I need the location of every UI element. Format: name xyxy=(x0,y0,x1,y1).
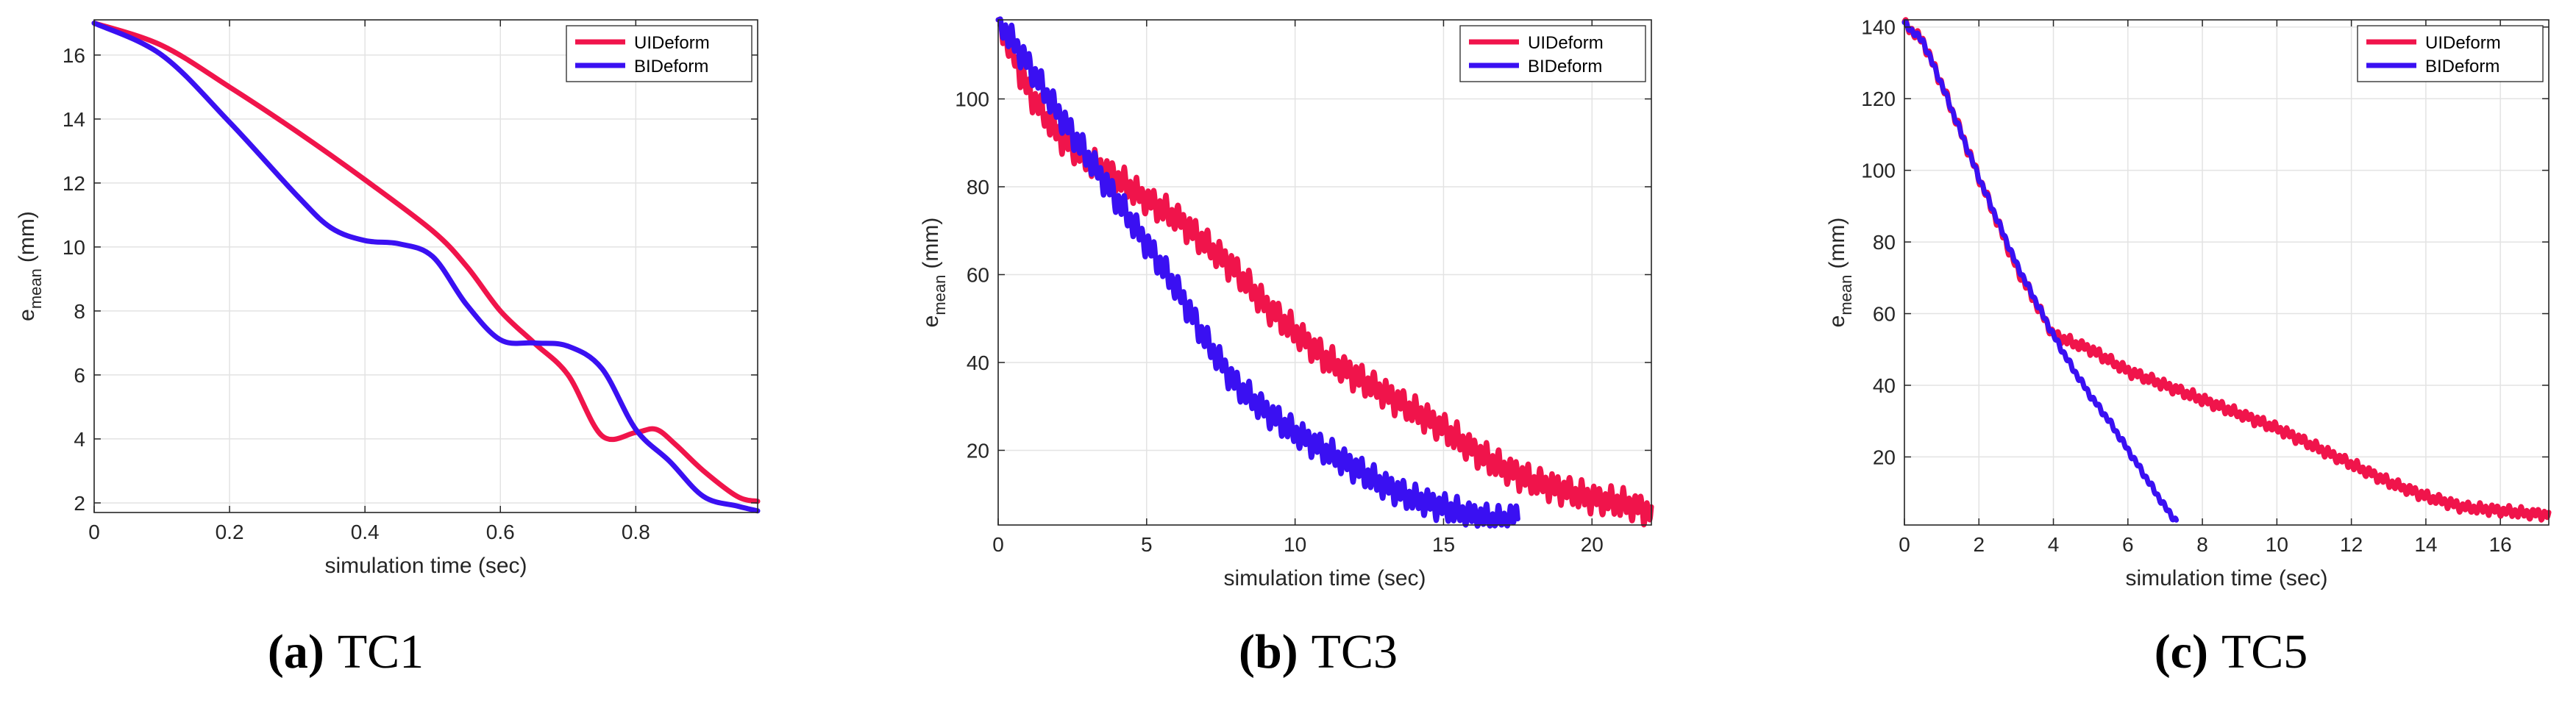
panel-caption: (c) TC5 xyxy=(2155,625,2308,679)
x-tick-label: 10 xyxy=(1284,533,1306,556)
y-tick-label: 16 xyxy=(63,44,85,67)
x-tick-label: 0.6 xyxy=(486,521,515,543)
x-tick-label: 14 xyxy=(2414,533,2437,556)
x-tick-label: 16 xyxy=(2489,533,2512,556)
y-axis-label-main: e xyxy=(1825,315,1849,328)
x-tick-label: 15 xyxy=(1432,533,1455,556)
series-line-bideform xyxy=(1901,18,2180,523)
caption-name: TC3 xyxy=(1312,625,1398,679)
caption-tag: (c) xyxy=(2155,625,2208,679)
axes-box xyxy=(997,19,1652,526)
y-tick-label: 100 xyxy=(1861,160,1896,182)
series-line-bideform xyxy=(91,20,761,514)
x-tick-label: 0 xyxy=(1899,533,1910,556)
y-axis-label-unit: (mm) xyxy=(15,211,39,262)
y-tick-label: 8 xyxy=(74,300,85,323)
x-tick-label: 0.4 xyxy=(351,521,380,543)
y-tick-label: 80 xyxy=(1873,231,1896,254)
y-tick-label: 4 xyxy=(74,428,85,451)
x-axis-label: simulation time (sec) xyxy=(2125,566,2327,590)
y-tick-label: 60 xyxy=(1873,303,1896,326)
legend-label-uideform: UIDeform xyxy=(634,33,710,53)
plot-tc3: 0 5 10 15 20 20 40 60 80 100 simulation time (sec)… xyxy=(919,16,1654,679)
y-axis-label-unit: (mm) xyxy=(1825,218,1849,269)
y-axis-label: emean (mm) xyxy=(15,211,45,321)
y-axis-label-main: e xyxy=(919,315,943,328)
x-tick-label: 4 xyxy=(2048,533,2060,556)
y-tick-label: 40 xyxy=(967,351,989,374)
x-tick-label: 0.2 xyxy=(216,521,244,543)
plot-tc5: 0 2 4 6 8 10 12 14 16 20 40 60 80 100 120 140 simulation… xyxy=(1825,16,2552,679)
caption-name: TC5 xyxy=(2221,625,2308,679)
y-axis-label-subscript: mean xyxy=(931,275,949,315)
y-axis-label-main: e xyxy=(15,309,39,321)
y-tick-label: 20 xyxy=(967,439,989,462)
y-axis-label-unit: (mm) xyxy=(919,218,943,269)
y-tick-label: 10 xyxy=(63,236,85,259)
y-tick-label: 140 xyxy=(1861,16,1896,39)
series-line-uideform xyxy=(995,16,1654,528)
panel-caption: (b) TC3 xyxy=(1239,625,1398,679)
caption-name: TC1 xyxy=(338,625,424,679)
y-tick-label: 120 xyxy=(1861,88,1896,110)
x-tick-label: 0.8 xyxy=(622,521,650,543)
legend: UIDeform BIDeform xyxy=(566,25,752,82)
y-axis-label: emean (mm) xyxy=(1825,218,1855,328)
legend: UIDeform BIDeform xyxy=(1459,25,1646,82)
y-axis-label-subscript: mean xyxy=(26,268,45,309)
x-axis-label: simulation time (sec) xyxy=(1223,566,1426,590)
legend-label-bideform: BIDeform xyxy=(2425,57,2499,76)
x-tick-label: 6 xyxy=(2122,533,2134,556)
y-tick-label: 6 xyxy=(74,364,85,387)
y-axis-label-subscript: mean xyxy=(1837,275,1855,315)
axes-box xyxy=(1904,19,2550,526)
x-tick-label: 12 xyxy=(2340,533,2363,556)
y-tick-label: 14 xyxy=(63,108,85,131)
y-tick-label: 20 xyxy=(1873,446,1896,468)
x-tick-label: 2 xyxy=(1973,533,1985,556)
plot-area xyxy=(998,20,1651,525)
legend-box xyxy=(566,25,752,82)
legend-label-uideform: UIDeform xyxy=(1528,33,1604,53)
series-line-bideform xyxy=(995,16,1520,529)
legend-label-uideform: UIDeform xyxy=(2425,33,2501,53)
y-axis-label: emean (mm) xyxy=(919,218,949,328)
caption-tag: (b) xyxy=(1239,625,1298,679)
x-tick-label: 0 xyxy=(88,521,100,543)
y-tick-label: 40 xyxy=(1873,374,1896,397)
y-tick-label: 60 xyxy=(967,263,989,286)
x-tick-label: 10 xyxy=(2266,533,2288,556)
panel-caption: (a) TC1 xyxy=(268,625,424,679)
plot-area xyxy=(1904,20,2549,525)
y-tick-label: 12 xyxy=(63,172,85,195)
legend-box xyxy=(1459,25,1646,82)
x-tick-label: 5 xyxy=(1141,533,1153,556)
legend-label-bideform: BIDeform xyxy=(1528,57,1602,76)
axes-box xyxy=(93,19,758,513)
legend-box xyxy=(2357,25,2544,82)
x-axis-label: simulation time (sec) xyxy=(324,554,527,578)
x-tick-label: 0 xyxy=(992,533,1004,556)
y-tick-label: 80 xyxy=(967,176,989,199)
legend: UIDeform BIDeform xyxy=(2357,25,2544,82)
x-tick-label: 20 xyxy=(1581,533,1604,556)
caption-tag: (a) xyxy=(268,625,324,679)
series-line-uideform xyxy=(91,20,761,504)
x-tick-label: 8 xyxy=(2196,533,2208,556)
legend-label-bideform: BIDeform xyxy=(634,57,708,76)
plot-tc1: 0 0.2 0.4 0.6 0.8 2 4 6 8 10 12 14 16 simulation time… xyxy=(15,19,761,679)
y-tick-label: 100 xyxy=(955,88,989,111)
y-tick-label: 2 xyxy=(74,492,85,515)
